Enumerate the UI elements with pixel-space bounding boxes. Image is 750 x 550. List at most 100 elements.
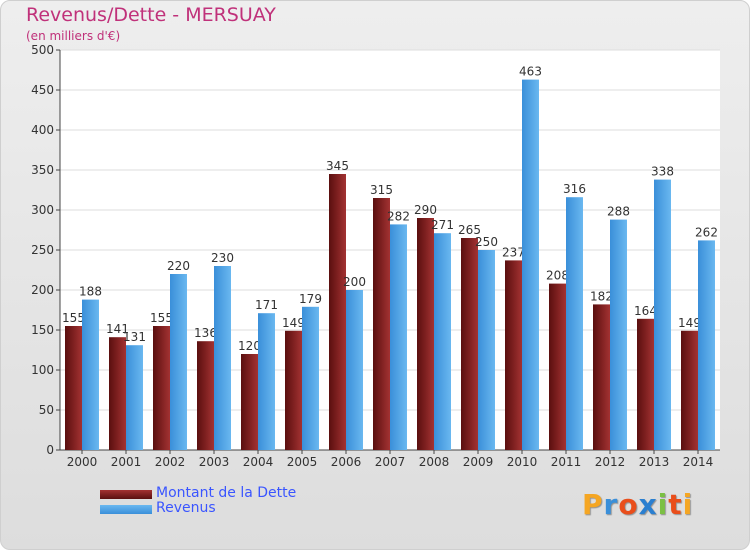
x-tick-label: 2009: [463, 455, 494, 469]
data-label-revenus: 230: [211, 251, 234, 265]
data-label-revenus: 463: [519, 65, 542, 79]
bar-revenus-2014: [698, 240, 715, 450]
x-tick-label: 2013: [639, 455, 670, 469]
data-label-dette: 141: [106, 322, 129, 336]
data-label-dette: 182: [590, 289, 613, 303]
x-tick-label: 2004: [243, 455, 274, 469]
bar-revenus-2002: [170, 274, 187, 450]
data-label-dette: 237: [502, 245, 525, 259]
y-tick-label: 200: [31, 283, 54, 297]
logo-letter: t: [668, 488, 683, 521]
y-tick-label: 400: [31, 123, 54, 137]
data-label-revenus: 250: [475, 235, 498, 249]
bar-revenus-2013: [654, 179, 671, 450]
x-tick-label: 2008: [419, 455, 450, 469]
y-tick-label: 250: [31, 243, 54, 257]
data-label-revenus: 171: [255, 298, 278, 312]
x-tick-label: 2005: [287, 455, 318, 469]
bar-dette-2000: [65, 326, 82, 450]
logo-letter: o: [618, 488, 639, 521]
bar-revenus-2004: [258, 313, 275, 450]
bar-dette-2006: [329, 174, 346, 450]
bar-dette-2013: [637, 318, 654, 450]
data-label-dette: 315: [370, 183, 393, 197]
data-label-revenus: 316: [563, 182, 586, 196]
bar-revenus-2008: [434, 233, 451, 450]
data-label-dette: 265: [458, 223, 481, 237]
bar-dette-2014: [681, 330, 698, 450]
bar-dette-2001: [109, 337, 126, 450]
bar-dette-2009: [461, 238, 478, 450]
data-label-revenus: 338: [651, 165, 674, 179]
bar-revenus-2010: [522, 79, 539, 450]
logo-letter: r: [603, 488, 619, 521]
data-label-revenus: 188: [79, 285, 102, 299]
bar-dette-2004: [241, 354, 258, 450]
data-label-revenus: 288: [607, 205, 630, 219]
data-label-dette: 120: [238, 339, 261, 353]
bar-revenus-2012: [610, 219, 627, 450]
legend-swatch-dette: [100, 490, 152, 499]
bar-dette-2003: [197, 341, 214, 450]
data-label-dette: 290: [414, 203, 437, 217]
y-tick-label: 100: [31, 363, 54, 377]
x-tick-label: 2011: [551, 455, 582, 469]
bar-dette-2005: [285, 330, 302, 450]
x-tick-label: 2014: [683, 455, 714, 469]
bar-revenus-2011: [566, 197, 583, 450]
bar-dette-2002: [153, 326, 170, 450]
bar-revenus-2009: [478, 250, 495, 450]
bar-revenus-2006: [346, 290, 363, 450]
legend-label-dette: Montant de la Dette: [156, 485, 297, 501]
bar-dette-2012: [593, 304, 610, 450]
x-tick-label: 2007: [375, 455, 406, 469]
chart-subtitle: (en milliers d'€): [26, 29, 121, 43]
proxiti-logo: Proxiti: [582, 488, 693, 521]
data-label-dette: 149: [282, 316, 305, 330]
logo-letter: i: [657, 488, 669, 521]
bar-dette-2007: [373, 198, 390, 450]
data-label-dette: 155: [150, 311, 173, 325]
y-tick-label: 450: [31, 83, 54, 97]
bar-revenus-2001: [126, 345, 143, 450]
y-tick-label: 50: [39, 403, 54, 417]
data-label-dette: 155: [62, 311, 85, 325]
logo-letter: P: [582, 488, 604, 521]
logo-letter: x: [638, 488, 658, 521]
data-label-dette: 345: [326, 159, 349, 173]
data-label-dette: 149: [678, 316, 701, 330]
x-tick-label: 2003: [199, 455, 230, 469]
bar-dette-2010: [505, 260, 522, 450]
logo-letter: i: [682, 488, 694, 521]
data-label-dette: 164: [634, 304, 657, 318]
y-tick-label: 500: [31, 43, 54, 57]
bar-dette-2008: [417, 218, 434, 450]
data-label-dette: 136: [194, 326, 217, 340]
y-tick-label: 350: [31, 163, 54, 177]
x-tick-label: 2001: [111, 455, 142, 469]
data-label-revenus: 271: [431, 218, 454, 232]
data-label-revenus: 282: [387, 209, 410, 223]
data-label-dette: 208: [546, 269, 569, 283]
y-tick-label: 150: [31, 323, 54, 337]
data-label-revenus: 200: [343, 275, 366, 289]
x-tick-label: 2012: [595, 455, 626, 469]
bar-revenus-2003: [214, 266, 231, 450]
x-tick-label: 2002: [155, 455, 186, 469]
data-label-revenus: 220: [167, 259, 190, 273]
legend-swatch-revenus: [100, 505, 152, 514]
x-tick-label: 2000: [67, 455, 98, 469]
y-tick-label: 0: [46, 443, 54, 457]
legend-label-revenus: Revenus: [156, 500, 216, 516]
bar-revenus-2005: [302, 306, 319, 450]
x-tick-label: 2006: [331, 455, 362, 469]
bar-dette-2011: [549, 283, 566, 450]
chart-title: Revenus/Dette - MERSUAY: [26, 4, 276, 26]
data-label-revenus: 131: [123, 330, 146, 344]
bar-revenus-2007: [390, 224, 407, 450]
x-tick-label: 2010: [507, 455, 538, 469]
bar-revenus-2000: [82, 299, 99, 450]
data-label-revenus: 262: [695, 225, 718, 239]
y-tick-label: 300: [31, 203, 54, 217]
